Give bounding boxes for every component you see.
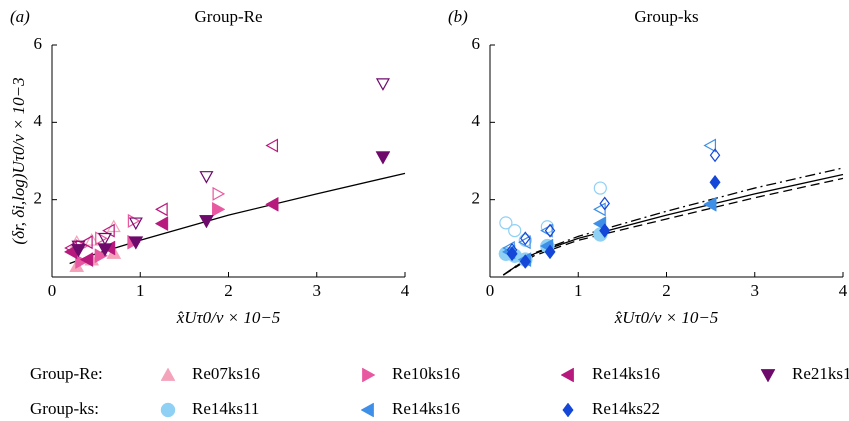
filled-marker <box>97 243 113 257</box>
legend-marker <box>760 369 776 383</box>
open-marker <box>212 186 226 201</box>
x-tick-label: 1 <box>574 281 583 300</box>
legend-label: Re07ks16 <box>192 364 260 383</box>
open-marker <box>703 138 717 153</box>
legend-label: Re14ks16 <box>592 364 660 383</box>
y-tick-label: 2 <box>472 189 481 208</box>
open-marker <box>518 235 531 250</box>
y-tick-label: 6 <box>472 34 481 53</box>
fit-line <box>502 177 844 276</box>
x-tick-label: 0 <box>486 281 495 300</box>
x-tick-label: 2 <box>662 281 671 300</box>
filled-marker <box>71 244 86 258</box>
y-tick-label: 6 <box>34 34 43 53</box>
open-marker <box>155 202 168 217</box>
open-marker <box>599 196 610 211</box>
filled-marker <box>506 246 518 262</box>
x-tick-label: 3 <box>751 281 760 300</box>
x-tick-label: 0 <box>48 281 57 300</box>
filled-marker <box>128 236 144 250</box>
y-tick-label: 4 <box>472 111 481 130</box>
panel-label: (a) <box>10 7 30 26</box>
panel-label: (b) <box>448 7 468 26</box>
legend-marker <box>160 367 176 381</box>
legend-label: Re21ks16 <box>792 364 849 383</box>
open-marker <box>265 138 279 153</box>
open-marker <box>199 171 214 184</box>
x-tick-label: 3 <box>313 281 322 300</box>
filled-marker <box>265 196 279 212</box>
open-marker <box>375 78 390 91</box>
filled-marker <box>544 244 556 260</box>
filled-marker <box>75 254 89 269</box>
open-marker <box>544 223 556 238</box>
filled-marker <box>154 216 169 232</box>
filled-marker <box>375 151 391 165</box>
y-tick-label: 4 <box>34 111 43 130</box>
x-tick-label: 1 <box>136 281 145 300</box>
filled-marker <box>599 223 611 239</box>
fit-line <box>69 172 406 265</box>
open-marker <box>80 235 93 250</box>
y-tick-label: 2 <box>34 189 43 208</box>
open-marker <box>540 223 553 238</box>
legend-marker <box>562 402 574 418</box>
x-tick-label: 2 <box>224 281 233 300</box>
open-marker <box>97 232 112 246</box>
panel-title: Group-ks <box>634 7 698 26</box>
fit-line <box>502 167 844 276</box>
filled-marker <box>519 254 531 269</box>
legend-label: Re14ks22 <box>592 399 660 418</box>
x-axis-label: x̂Uτ0/ν × 10−5 <box>614 308 719 327</box>
legend-title: Group-Re: <box>30 364 103 383</box>
legend-marker <box>360 402 374 418</box>
open-marker <box>508 224 522 238</box>
x-axis-label: x̂Uτ0/ν × 10−5 <box>176 308 281 327</box>
legend-marker <box>160 402 176 418</box>
open-marker <box>520 231 531 246</box>
open-marker <box>128 217 143 231</box>
x-tick-label: 4 <box>401 281 410 300</box>
filled-marker <box>212 201 226 217</box>
panel-title: Group-Re <box>195 7 263 26</box>
filled-marker <box>94 248 109 264</box>
legend-marker <box>362 367 376 383</box>
open-marker <box>593 202 606 217</box>
y-axis-label: (δr, δi,log)Uτ0/ν × 10−3 <box>9 77 28 244</box>
filled-marker <box>709 174 721 190</box>
legend-title: Group-ks: <box>30 399 99 418</box>
open-marker <box>518 233 532 247</box>
open-marker <box>499 216 513 230</box>
filled-marker <box>79 252 94 268</box>
open-marker <box>709 148 721 163</box>
legend-label: Re14ks11 <box>192 399 259 418</box>
legend-marker <box>560 367 574 383</box>
open-marker <box>593 181 607 195</box>
x-tick-label: 4 <box>839 281 848 300</box>
open-marker <box>95 231 108 246</box>
legend-label: Re14ks16 <box>392 399 460 418</box>
legend-label: Re10ks16 <box>392 364 460 383</box>
filled-marker <box>703 196 717 212</box>
filled-marker <box>199 215 214 229</box>
